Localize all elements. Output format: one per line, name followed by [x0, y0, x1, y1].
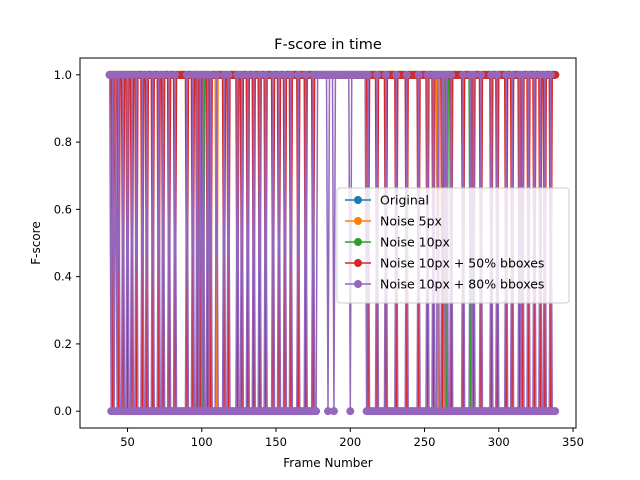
series-5 [105, 70, 560, 416]
y-tick-label: 0.4 [54, 270, 72, 284]
y-tick-label: 0.6 [54, 202, 72, 216]
y-tick-label: 1.0 [54, 68, 72, 82]
data-point [518, 70, 527, 79]
axes-frame [79, 57, 577, 429]
data-point [469, 70, 478, 79]
legend-entry: Noise 5px [345, 214, 442, 229]
data-point [508, 70, 517, 79]
data-point [546, 70, 555, 79]
legend-label: Original [380, 193, 429, 208]
data-point [255, 70, 264, 79]
data-point [159, 70, 168, 79]
data-point [182, 70, 191, 79]
data-point [237, 70, 246, 79]
legend-label: Noise 10px + 80% bboxes [380, 277, 544, 292]
data-point [414, 70, 423, 79]
data-point [373, 70, 382, 79]
data-point [132, 70, 141, 79]
legend-marker [354, 217, 362, 225]
y-axis-label: F-score [29, 221, 43, 264]
legend-label: Noise 10px + 50% bboxes [380, 256, 544, 271]
data-point [261, 70, 270, 79]
plot-area [105, 70, 560, 416]
data-point [286, 70, 295, 79]
legend-label: Noise 10px [380, 235, 450, 250]
x-tick-label: 250 [414, 435, 436, 449]
data-point [493, 70, 502, 79]
data-point [487, 70, 496, 79]
chart-title: F-score in time [274, 37, 382, 53]
y-tick-label: 0.0 [54, 404, 72, 418]
data-point [540, 70, 549, 79]
data-point [224, 70, 233, 79]
y-tick-label: 0.2 [54, 337, 72, 351]
data-point [165, 70, 174, 79]
data-point [324, 407, 332, 416]
data-point [502, 70, 511, 79]
data-point [423, 70, 432, 79]
x-tick-label: 100 [191, 435, 213, 449]
legend-entry: Noise 10px [345, 235, 450, 250]
legend-marker [354, 196, 362, 204]
data-point [280, 70, 289, 79]
data-point [294, 70, 303, 79]
axis-ticks: 50 100 150 200 250 300 350 0.0 0.2 0.4 0.6 0.8 1.0 [54, 68, 584, 449]
data-point [249, 70, 258, 79]
data-point [329, 407, 338, 416]
legend-entry: Noise 10px + 80% bboxes [345, 277, 544, 292]
legend: Original Noise 5px Noise 10px Noise 10px + … [336, 187, 570, 304]
data-point [402, 70, 411, 79]
data-point [346, 407, 355, 416]
legend-entry: Original [345, 193, 429, 208]
data-point [212, 70, 221, 79]
x-tick-label: 350 [562, 435, 584, 449]
data-point [364, 70, 373, 79]
data-point [524, 70, 533, 79]
data-point [476, 70, 485, 79]
data-point [530, 70, 539, 79]
legend-marker [354, 259, 362, 267]
data-point [447, 70, 456, 79]
x-tick-label: 50 [120, 435, 135, 449]
data-point [459, 70, 468, 79]
data-point [142, 70, 151, 79]
legend-label: Noise 5px [380, 214, 442, 229]
data-point [312, 407, 321, 416]
data-point [148, 70, 157, 79]
x-axis-label: Frame Number [283, 456, 372, 470]
x-tick-label: 200 [339, 435, 361, 449]
data-point [206, 70, 215, 79]
legend-marker [354, 280, 362, 288]
data-point [243, 70, 252, 79]
x-tick-label: 300 [488, 435, 510, 449]
data-point [171, 70, 180, 79]
data-point [551, 407, 560, 416]
y-tick-label: 0.8 [54, 135, 72, 149]
legend-marker [354, 238, 362, 246]
legend-box [336, 187, 570, 304]
legend-entry: Noise 10px + 50% bboxes [345, 256, 544, 271]
data-point [269, 70, 278, 79]
data-point [381, 70, 390, 79]
x-tick-label: 150 [265, 435, 287, 449]
data-point [392, 70, 401, 79]
data-point [301, 70, 310, 79]
data-point [274, 70, 283, 79]
